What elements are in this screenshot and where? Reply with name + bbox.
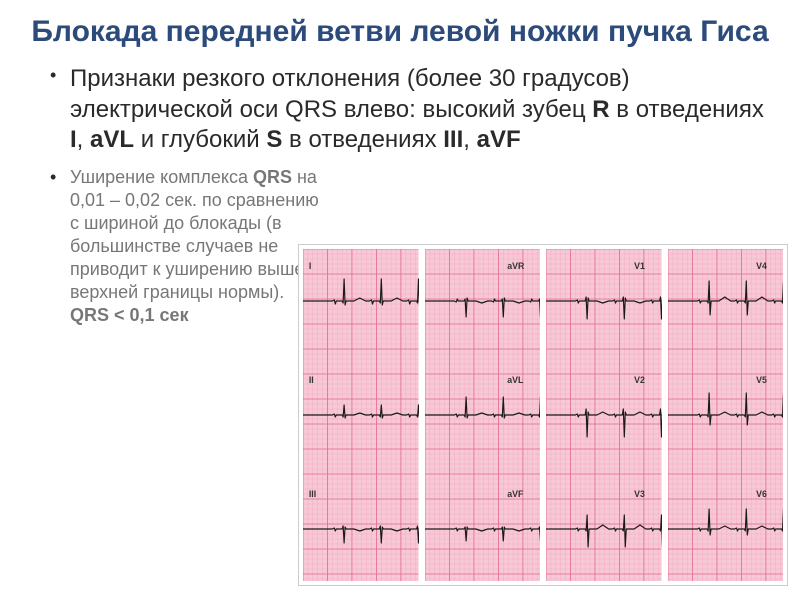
bullet-main: Признаки резкого отклонения (более 30 гр… xyxy=(50,64,770,156)
ecg-strip: V4 V5 V6 xyxy=(668,249,784,581)
ecg-strip: IIIIII xyxy=(303,249,419,581)
svg-text:V3: V3 xyxy=(634,489,645,499)
svg-text:III: III xyxy=(309,489,316,499)
svg-text:V4: V4 xyxy=(756,261,767,271)
svg-text:II: II xyxy=(309,375,314,385)
svg-text:aVR: aVR xyxy=(507,261,525,271)
ecg-image: IIIIIIaVRaVLaVFV1V2V3V4V5V6 xyxy=(298,244,788,586)
svg-text:V5: V5 xyxy=(756,375,767,385)
svg-text:aVF: aVF xyxy=(507,489,524,499)
slide-title: Блокада передней ветви левой ножки пучка… xyxy=(0,0,800,56)
ecg-strip: V1 V2 V3 xyxy=(546,249,662,581)
bullet-sub: Уширение комплекса QRS на 0,01 – 0,02 се… xyxy=(50,166,320,327)
svg-text:V1: V1 xyxy=(634,261,645,271)
svg-text:V6: V6 xyxy=(756,489,767,499)
ecg-strip: aVR aVL aVF xyxy=(425,249,541,581)
svg-text:aVL: aVL xyxy=(507,375,524,385)
svg-text:V2: V2 xyxy=(634,375,645,385)
svg-text:I: I xyxy=(309,261,311,271)
